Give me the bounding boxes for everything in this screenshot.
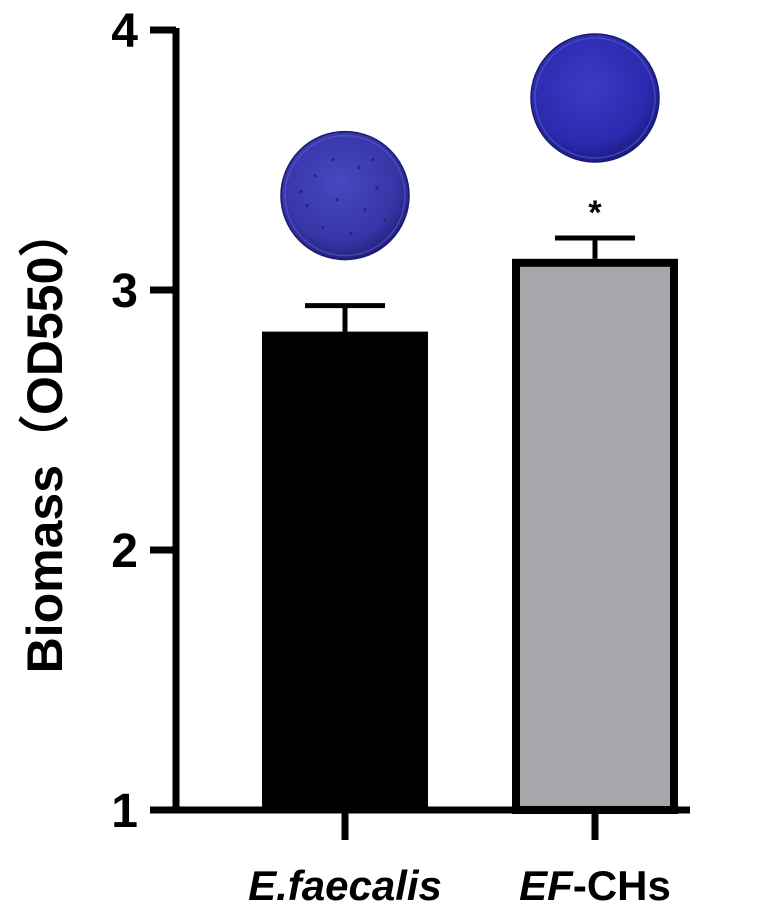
x-category-label-0-part-0: E.faecalis — [248, 862, 442, 909]
biofilm-well-efchs-rim — [534, 37, 656, 159]
biofilm-speck-3 — [375, 186, 379, 190]
x-category-label-0: E.faecalis — [248, 862, 442, 909]
biofilm-speck-0 — [313, 174, 317, 178]
x-category-label-1-part-0: EF — [519, 862, 574, 909]
y-tick-label-1: 1 — [111, 785, 138, 838]
biofilm-well-ef-image — [280, 130, 410, 261]
y-axis-title: Biomass（OD550） — [17, 207, 73, 674]
y-tick-label-3: 3 — [111, 265, 138, 318]
biofilm-speck-4 — [305, 204, 309, 208]
biofilm-speck-1 — [331, 158, 335, 162]
x-category-label-1: EF-CHs — [519, 862, 671, 909]
bars-layer — [262, 235, 678, 814]
biofilm-speck-11 — [371, 158, 375, 162]
bar-0 — [262, 331, 428, 810]
biofilm-speck-6 — [363, 208, 367, 212]
significance-marker-1: * — [588, 194, 602, 232]
y-tick-label-2: 2 — [111, 525, 138, 578]
axes-layer — [150, 26, 690, 840]
biofilm-speck-9 — [349, 232, 353, 236]
biofilm-speck-10 — [299, 190, 303, 194]
biofilm-speck-7 — [383, 218, 387, 222]
biofilm-speck-5 — [335, 198, 339, 202]
biofilm-well-ef-rim — [284, 134, 406, 257]
x-category-label-1-part-1: -CHs — [573, 862, 671, 909]
labels-layer: * 1 2 3 4 E.faecalis EF-CHs Biomass（OD550） — [17, 5, 671, 909]
biofilm-well-efchs-image — [530, 33, 660, 163]
bar-1 — [512, 258, 678, 814]
y-tick-label-4: 4 — [111, 5, 138, 58]
biofilm-speck-2 — [357, 166, 361, 170]
biofilm-speck-8 — [321, 226, 325, 230]
